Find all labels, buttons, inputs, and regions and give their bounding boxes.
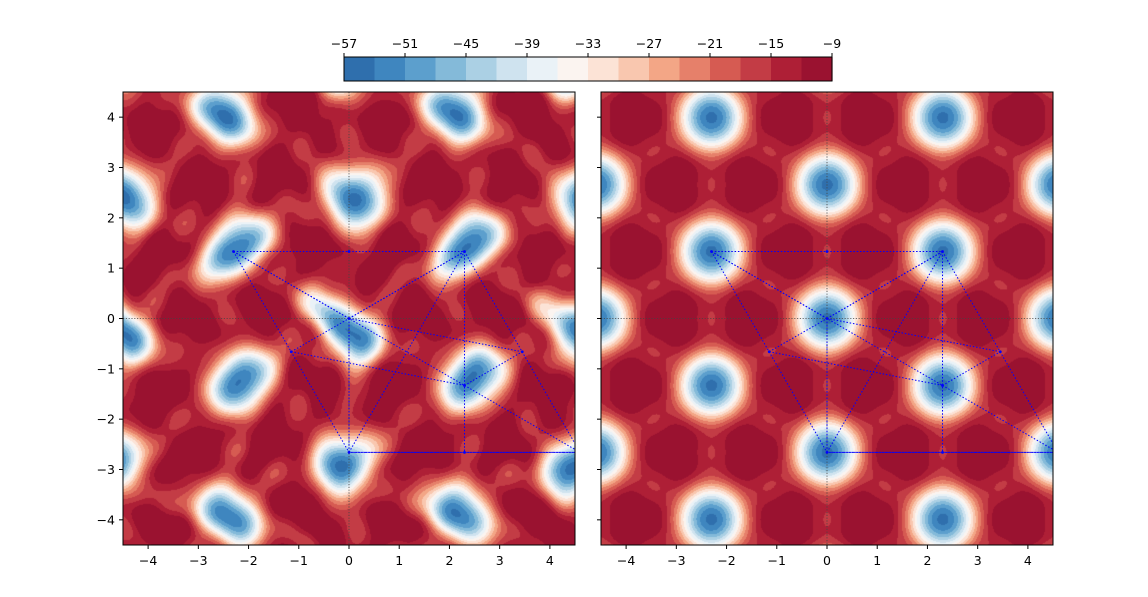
left-lattice-segment: [348, 251, 465, 319]
left-x-tick-label: 2: [445, 553, 453, 568]
right-x-tick-label: −2: [717, 553, 735, 568]
left-x-tick-label: 4: [546, 553, 554, 568]
right-lattice-point: [941, 250, 944, 253]
right-panel: −4 −3 −2 −1 0 1 2 3 4: [597, 91, 1060, 568]
right-lattice-point: [767, 350, 771, 354]
left-lattice-segment: [464, 351, 523, 386]
right-lattice-point: [825, 450, 829, 454]
left-y-tick-label: 4: [107, 110, 115, 125]
left-axis-ticks: −4 −3 −2 −1 0 1 2 3 4 −4 −3 −2 −1 0 1 2 3 4: [97, 110, 554, 568]
colorbar-ticks: −57 −51 −45 −39 −33 −27 −21 −15 −9: [331, 36, 841, 57]
colorbar-cell: [710, 57, 742, 81]
right-lattice-overlay: [710, 250, 1060, 454]
right-lattice-segment: [768, 318, 828, 353]
right-x-tick-label: 2: [923, 553, 931, 568]
left-lattice-point: [347, 450, 351, 454]
right-axis-ticks: −4 −3 −2 −1 0 1 2 3 4: [597, 116, 1032, 568]
left-y-tick-label: 2: [107, 210, 115, 225]
colorbar-cell: [435, 57, 467, 81]
left-lattice-point: [463, 450, 466, 454]
colorbar-cell: [679, 57, 711, 81]
left-lattice-point: [347, 250, 351, 253]
colorbar-cell: [405, 57, 437, 81]
left-lattice-segment: [233, 251, 465, 386]
colorbar-cell: [771, 57, 803, 81]
left-x-tick-label: −4: [139, 553, 157, 568]
colorbar-cell: [344, 57, 376, 81]
left-lattice-overlay: [232, 250, 582, 454]
left-lattice-segment: [348, 251, 465, 453]
left-lattice-segment: [464, 385, 575, 451]
colorbar-cell: [649, 57, 681, 81]
right-lattice-point: [825, 317, 829, 320]
right-lattice-point: [710, 250, 713, 253]
left-y-tick-label: −3: [97, 462, 115, 477]
left-lattice-point: [289, 350, 293, 354]
colorbar-tick-label: −57: [331, 36, 357, 51]
left-lattice-point: [579, 451, 582, 454]
right-lattice-segment: [942, 385, 1053, 451]
left-y-tick-label: −4: [97, 512, 115, 527]
colorbar-cell: [374, 57, 406, 81]
left-y-tick-label: 1: [107, 261, 115, 276]
colorbar-tick-label: −33: [575, 36, 601, 51]
right-lattice-point: [941, 450, 944, 454]
colorbar-cell: [740, 57, 772, 81]
left-y-tick-label: 0: [107, 311, 115, 326]
right-x-tick-label: 4: [1024, 553, 1032, 568]
left-x-tick-label: 1: [395, 553, 403, 568]
colorbar-tick-label: −21: [697, 36, 723, 51]
colorbar-cell: [466, 57, 498, 81]
left-lattice-point: [347, 317, 351, 320]
left-panel: −4 −3 −2 −1 0 1 2 3 4 −4 −3 −2 −1 0 1 2 3 4: [97, 91, 582, 568]
left-y-tick-label: −2: [97, 412, 115, 427]
colorbar-tick-label: −27: [636, 36, 662, 51]
right-x-tick-label: −4: [617, 553, 635, 568]
colorbar-cells: [344, 57, 833, 81]
right-lattice-segment: [826, 251, 943, 453]
right-lattice-segment: [711, 251, 943, 386]
left-lattice-point: [520, 350, 524, 354]
colorbar-cell: [557, 57, 589, 81]
left-y-tick-label: 3: [107, 160, 115, 175]
right-lattice-segment: [826, 251, 943, 319]
right-lattice-segment: [942, 351, 1001, 386]
left-y-tick-label: −1: [97, 361, 115, 376]
left-heatmap: [123, 92, 582, 545]
left-x-tick-label: −3: [189, 553, 207, 568]
colorbar-cell: [588, 57, 620, 81]
left-lattice-point: [463, 250, 466, 253]
left-x-tick-label: 0: [345, 553, 353, 568]
left-x-tick-label: −2: [239, 553, 257, 568]
right-x-tick-label: −3: [667, 553, 685, 568]
colorbar-cell: [527, 57, 559, 81]
colorbar-tick-label: −51: [392, 36, 418, 51]
left-x-tick-label: 3: [496, 553, 504, 568]
right-x-tick-label: 3: [974, 553, 982, 568]
right-x-tick-label: 1: [873, 553, 881, 568]
right-x-tick-label: −1: [768, 553, 786, 568]
colorbar-tick-label: −9: [823, 36, 841, 51]
left-lattice-segment: [290, 318, 350, 353]
left-lattice-point: [232, 250, 235, 253]
colorbar-cell: [801, 57, 833, 81]
colorbar-cell: [618, 57, 650, 81]
colorbar-tick-label: −45: [453, 36, 479, 51]
colorbar-tick-label: −39: [514, 36, 540, 51]
right-lattice-point: [825, 250, 829, 253]
right-lattice-point: [941, 384, 944, 387]
colorbar-cell: [496, 57, 528, 81]
left-lattice-point: [463, 384, 466, 387]
colorbar: −57 −51 −45 −39 −33 −27 −21 −15 −9: [331, 36, 841, 82]
right-lattice-point: [998, 350, 1002, 354]
colorbar-tick-label: −15: [758, 36, 784, 51]
right-heatmap: [601, 92, 1060, 545]
left-x-tick-label: −1: [290, 553, 308, 568]
right-x-tick-label: 0: [823, 553, 831, 568]
right-lattice-point: [1057, 451, 1060, 454]
